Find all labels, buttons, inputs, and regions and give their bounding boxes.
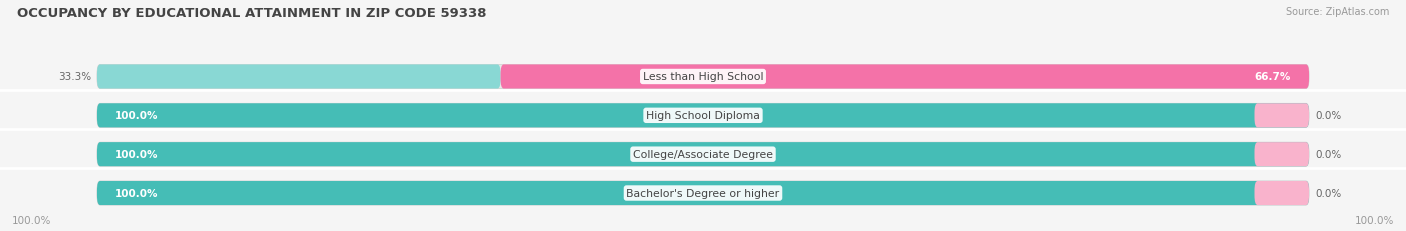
Text: 100.0%: 100.0% [115,149,159,159]
Text: 100.0%: 100.0% [115,188,159,198]
FancyBboxPatch shape [97,104,1309,128]
FancyBboxPatch shape [97,143,1309,167]
Text: College/Associate Degree: College/Associate Degree [633,149,773,159]
Text: High School Diploma: High School Diploma [647,111,759,121]
Text: Source: ZipAtlas.com: Source: ZipAtlas.com [1285,7,1389,17]
FancyBboxPatch shape [1254,181,1309,205]
Text: 100.0%: 100.0% [115,111,159,121]
FancyBboxPatch shape [1254,143,1309,167]
FancyBboxPatch shape [97,143,1309,167]
Text: 100.0%: 100.0% [13,215,52,225]
FancyBboxPatch shape [501,65,1309,89]
Text: 0.0%: 0.0% [1315,149,1341,159]
FancyBboxPatch shape [97,65,1309,89]
Text: 0.0%: 0.0% [1315,111,1341,121]
Text: 100.0%: 100.0% [1354,215,1393,225]
FancyBboxPatch shape [97,65,501,89]
FancyBboxPatch shape [97,181,1309,205]
FancyBboxPatch shape [97,181,1309,205]
FancyBboxPatch shape [97,104,1309,128]
FancyBboxPatch shape [1254,104,1309,128]
Text: 0.0%: 0.0% [1315,188,1341,198]
Text: Less than High School: Less than High School [643,72,763,82]
Text: Bachelor's Degree or higher: Bachelor's Degree or higher [627,188,779,198]
Text: 66.7%: 66.7% [1254,72,1291,82]
Text: 33.3%: 33.3% [58,72,91,82]
Text: OCCUPANCY BY EDUCATIONAL ATTAINMENT IN ZIP CODE 59338: OCCUPANCY BY EDUCATIONAL ATTAINMENT IN Z… [17,7,486,20]
